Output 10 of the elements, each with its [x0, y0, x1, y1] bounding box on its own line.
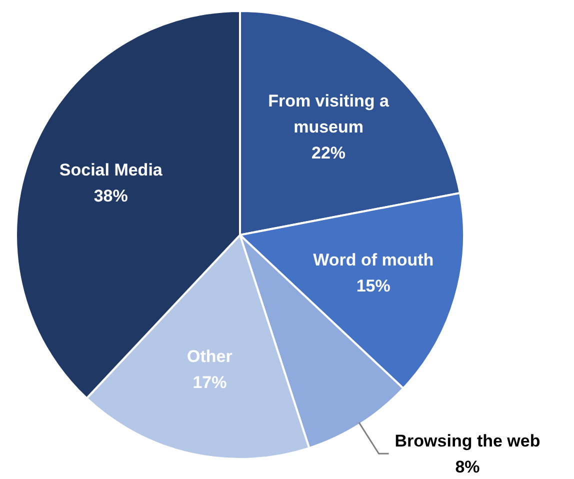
data-label: 17% [192, 373, 227, 392]
slice-label: From visiting a museum [268, 92, 390, 137]
data-label: 15% [356, 276, 390, 296]
slice-label: Social Media [59, 160, 163, 180]
data-label: 22% [312, 144, 346, 163]
slice-label: Other [187, 347, 233, 366]
data-label: 38% [94, 186, 128, 206]
data-label: 8% [455, 457, 480, 476]
slice-label: Word of mouth [313, 250, 434, 270]
slice-label: Browsing the web [394, 431, 540, 450]
